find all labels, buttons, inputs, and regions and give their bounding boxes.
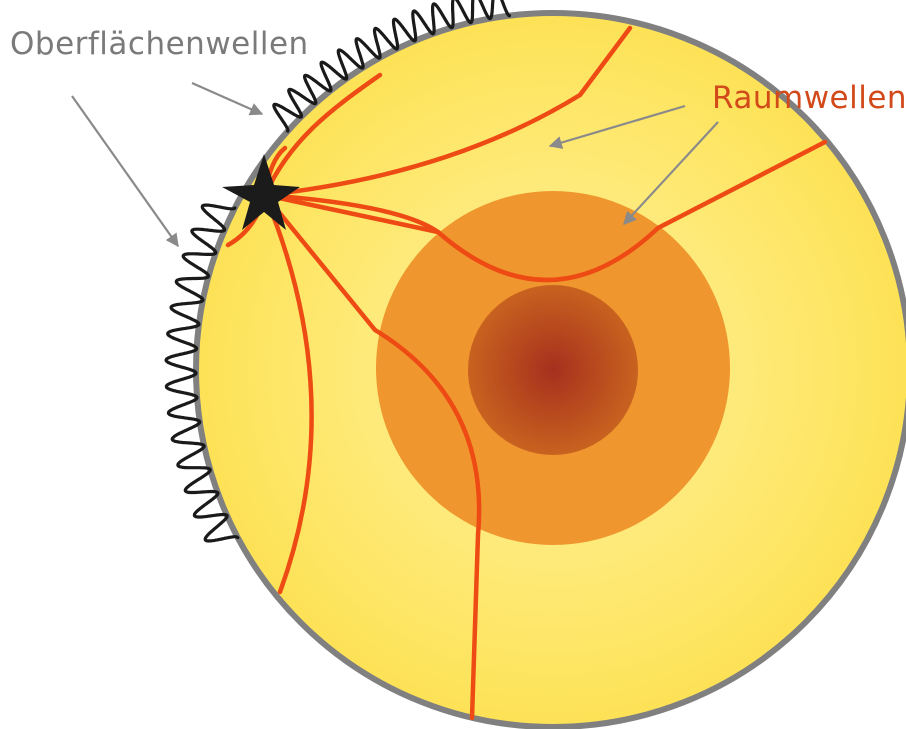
surface-wave-upper [272,0,512,133]
ray-upper-mid [262,192,441,235]
arrow-body-to-mantle-ray [548,104,686,149]
ray-top-shallow [262,72,383,198]
inner-core [468,285,638,455]
ray-top-arc [262,25,633,198]
body-waves-label: Raumwellen [712,80,906,116]
ray-outer-core-reflect [262,139,828,283]
ray-steep [262,192,314,595]
surface-waves [164,0,512,543]
surface-waves-label: Oberflächenwellen [10,26,309,62]
surface-wave-lower [164,203,240,543]
ray-core-refract [262,192,482,721]
arrow-body-to-core-ray [623,121,719,225]
star-icon [222,154,300,230]
body-wave-rays [225,25,828,721]
arrow-surface-to-lower-wave [71,95,179,248]
pointer-arrows [71,81,719,248]
arrow-surface-to-upper-wave [191,81,264,116]
